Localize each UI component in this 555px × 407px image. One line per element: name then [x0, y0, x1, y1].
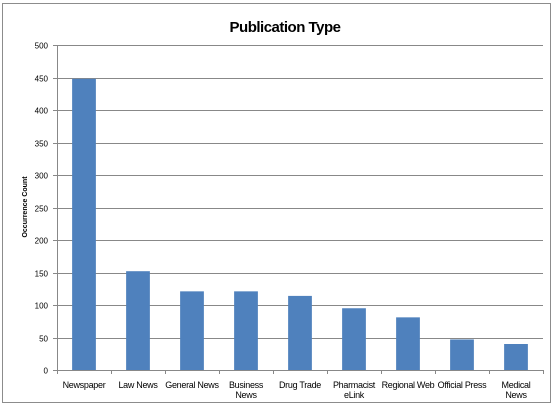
x-tick-label-3-line-1: News [235, 390, 257, 400]
chart-frame: Publication Type Occurrence Count 0 50 100… [2, 3, 551, 403]
y-tick-label-400: 400 [35, 107, 49, 116]
x-tick-label-5-line-0: Pharmacist [333, 380, 376, 390]
y-tick-labels: 0 50 100 150 200 250 300 350 400 450 500 [35, 42, 49, 376]
y-tick-label-300: 300 [35, 172, 49, 181]
y-tick-label-500: 500 [35, 42, 49, 51]
axes [53, 45, 544, 374]
y-tick-label-100: 100 [35, 302, 49, 311]
bars [72, 78, 528, 371]
x-tick-label-8-line-0: Medical [502, 380, 531, 390]
y-tick-label-200: 200 [35, 237, 49, 246]
x-tick-label-2: General News [165, 380, 219, 390]
x-tick-label-4: Drug Trade [279, 380, 321, 390]
y-tick-label-50: 50 [39, 335, 48, 344]
y-tick-label-250: 250 [35, 205, 49, 214]
bar-4 [288, 295, 312, 370]
bar-8 [504, 344, 528, 370]
x-tick-label-1: Law News [118, 380, 158, 390]
y-axis-label: Occurrence Count [22, 176, 29, 238]
y-tick-label-150: 150 [35, 270, 49, 279]
x-tick-label-5-line-1: eLink [344, 390, 365, 400]
x-tick-label-6: Regional Web [382, 380, 435, 390]
bar-chart: Publication Type Occurrence Count 0 50 100… [22, 19, 544, 400]
bar-2 [180, 291, 204, 370]
y-tick-label-0: 0 [44, 367, 49, 376]
x-tick-label-7: Official Press [438, 380, 487, 390]
bar-5 [342, 308, 366, 370]
bar-3 [234, 291, 258, 370]
x-tick-label-8-line-1: News [505, 390, 527, 400]
bar-7 [450, 339, 474, 370]
bar-1 [126, 271, 150, 370]
bar-6 [396, 317, 420, 370]
bar-0 [72, 78, 96, 371]
y-tick-label-350: 350 [35, 140, 49, 149]
x-tick-label-3-line-0: Business [229, 380, 264, 390]
chart-title: Publication Type [230, 19, 341, 36]
y-tick-label-450: 450 [35, 75, 49, 84]
x-tick-labels: Newspaper Law News General News BusinessNew… [63, 380, 531, 400]
x-tick-label-0: Newspaper [63, 380, 106, 390]
